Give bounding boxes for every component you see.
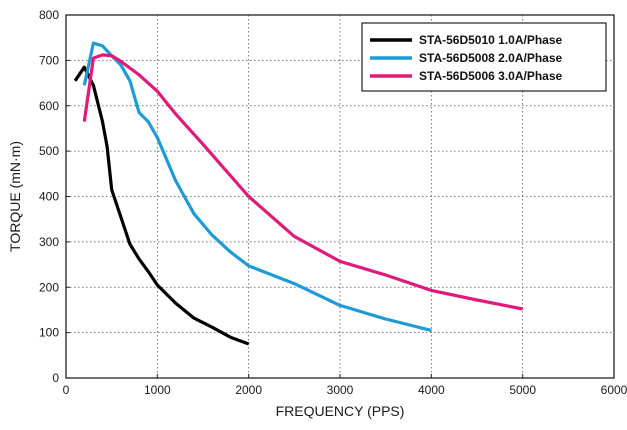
legend-label: STA-56D5006 3.0A/Phase <box>419 69 563 83</box>
x-axis-title: FREQUENCY (PPS) <box>276 403 405 419</box>
series-lines <box>73 41 524 346</box>
x-tick-label: 3000 <box>327 383 354 397</box>
y-tick-label: 300 <box>39 235 59 249</box>
y-tick-label: 600 <box>39 99 59 113</box>
x-tick-label: 4000 <box>418 383 445 397</box>
x-tick-label: 0 <box>63 383 70 397</box>
x-tick-label: 5000 <box>509 383 536 397</box>
y-axis-title: TORQUE (mN·m) <box>7 141 23 252</box>
y-tick-label: 100 <box>39 326 59 340</box>
y-tick-label: 200 <box>39 280 59 294</box>
legend-label: STA-56D5008 2.0A/Phase <box>419 51 563 65</box>
y-tick-label: 0 <box>52 371 59 385</box>
legend-label: STA-56D5010 1.0A/Phase <box>419 33 563 47</box>
y-tick-label: 700 <box>39 53 59 67</box>
y-tick-label: 500 <box>39 144 59 158</box>
axis-ticks: 0 1000 2000 3000 4000 5000 6000 0 100 200 300 400 50… <box>39 8 627 397</box>
series-line-3 <box>82 53 524 311</box>
y-tick-label: 800 <box>39 8 59 22</box>
x-tick-label: 6000 <box>601 383 627 397</box>
y-tick-label: 400 <box>39 190 59 204</box>
legend: STA-56D5010 1.0A/Phase STA-56D5008 2.0A/P… <box>361 22 607 92</box>
x-tick-label: 1000 <box>144 383 171 397</box>
x-tick-label: 2000 <box>235 383 262 397</box>
series-line-1 <box>73 65 250 346</box>
